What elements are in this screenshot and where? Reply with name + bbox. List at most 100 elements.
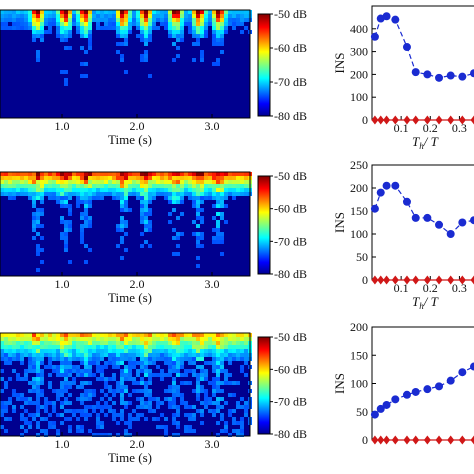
colorbar-tick-label: -80 dB [274,267,307,281]
colorbar-tick-label: -60 dB [274,41,307,55]
data-point-diamond [403,435,411,445]
data-point-circle [435,73,444,82]
colorbar [257,336,271,435]
plot-frame [371,5,474,121]
data-point-diamond [371,115,379,125]
x-tick-label: 0.2 [423,121,438,135]
ins-panel-2: 0 50 100 150 200 250 0.1 0.2 0.3 INS Th/ T [332,158,474,311]
y-tick-label: 200 [350,181,368,195]
spectrogram-panel-2: 1.0 2.0 3.0 Time (s) -50 dB -60 dB -70 dB -80 d… [0,169,307,305]
y-tick-label: 200 [350,67,368,81]
data-point-circle [402,390,411,399]
spectrogram-frame [0,171,251,277]
data-point-circle [402,43,411,52]
colorbar-tick-label: -60 dB [274,362,307,376]
data-point-circle [458,218,467,227]
x-axis-label: Time (s) [108,450,152,465]
data-point-circle [470,69,474,78]
data-point-diamond [371,435,379,445]
y-tick-label: 50 [356,250,368,264]
x-axis-label: Th/ T [412,134,439,151]
data-point-diamond [435,115,443,125]
data-point-diamond [470,115,474,125]
y-axis-label: INS [332,212,347,233]
data-point-diamond [383,435,391,445]
data-point-circle [391,15,400,24]
data-point-circle [458,72,467,81]
data-point-circle [370,32,379,41]
y-axis-label: INS [332,373,347,394]
data-point-circle [435,382,444,391]
x-tick-label: 3.0 [205,437,220,451]
data-point-diamond [458,435,466,445]
data-point-circle [382,181,391,190]
data-point-circle [423,213,432,222]
data-point-circle [458,368,467,377]
y-tick-label: 100 [350,90,368,104]
data-point-circle [446,71,455,80]
y-tick-label: 300 [350,45,368,59]
data-point-diamond [412,115,420,125]
data-point-diamond [403,275,411,285]
y-tick-label: 150 [350,348,368,362]
data-point-circle [446,230,455,238]
data-point-circle [402,197,411,206]
colorbar-tick-label: -60 dB [274,202,307,216]
data-point-diamond [377,435,385,445]
data-point-circle [470,216,474,225]
x-tick-label: 2.0 [130,277,145,291]
colorbar [257,13,271,117]
data-point-diamond [458,115,466,125]
data-point-diamond [458,275,466,285]
colorbar-tick-label: -80 dB [274,109,307,123]
data-point-circle [446,376,455,385]
y-tick-label: 0 [362,113,368,127]
x-tick-label: 3.0 [205,277,220,291]
colorbar-tick-label: -70 dB [274,234,307,248]
colorbar-tick-label: -70 dB [274,75,307,89]
data-point-diamond [371,275,379,285]
spectrogram-panel-1: 1.0 2.0 3.0 Time (s) -50 dB -60 dB -70 dB -80 d… [0,7,307,147]
data-point-diamond [447,275,455,285]
colorbar-tick-label: -70 dB [274,395,307,409]
x-tick-label: 1.0 [55,437,70,451]
data-point-circle [411,68,420,77]
data-point-diamond [470,435,474,445]
colorbar [257,175,271,275]
data-point-circle [423,385,432,394]
data-point-diamond [470,275,474,285]
data-point-circle [376,188,385,197]
y-tick-label: 250 [350,158,368,172]
x-tick-label: 0.3 [452,281,467,295]
data-point-circle [376,404,385,413]
y-tick-label: 50 [356,405,368,419]
data-point-diamond [383,115,391,125]
x-tick-label: 2.0 [130,437,145,451]
x-tick-label: 1.0 [55,277,70,291]
data-point-circle [382,400,391,409]
y-axis-label: INS [332,53,347,74]
y-tick-label: 100 [350,377,368,391]
data-point-diamond [412,275,420,285]
ins-panel-1: 0 100 200 300 400 0.1 0.2 0.3 INS Th/ T [332,5,474,151]
x-tick-label: 0.3 [452,121,467,135]
data-point-diamond [403,115,411,125]
plot-frame [371,326,474,441]
data-point-diamond [383,275,391,285]
data-point-diamond [391,115,399,125]
data-point-diamond [447,435,455,445]
colorbar-tick-label: -50 dB [274,7,307,21]
colorbar-tick-label: -50 dB [274,330,307,344]
data-point-diamond [435,435,443,445]
data-point-circle [411,213,420,222]
y-tick-label: 0 [362,273,368,287]
x-tick-label: 0.1 [394,281,409,295]
data-point-circle [370,204,379,213]
data-point-circle [423,70,432,79]
x-axis-label: Time (s) [108,290,152,305]
data-point-circle [435,220,444,229]
x-tick-label: 0.2 [423,281,438,295]
y-tick-label: 200 [350,320,368,334]
spectrogram-frame [0,332,251,437]
